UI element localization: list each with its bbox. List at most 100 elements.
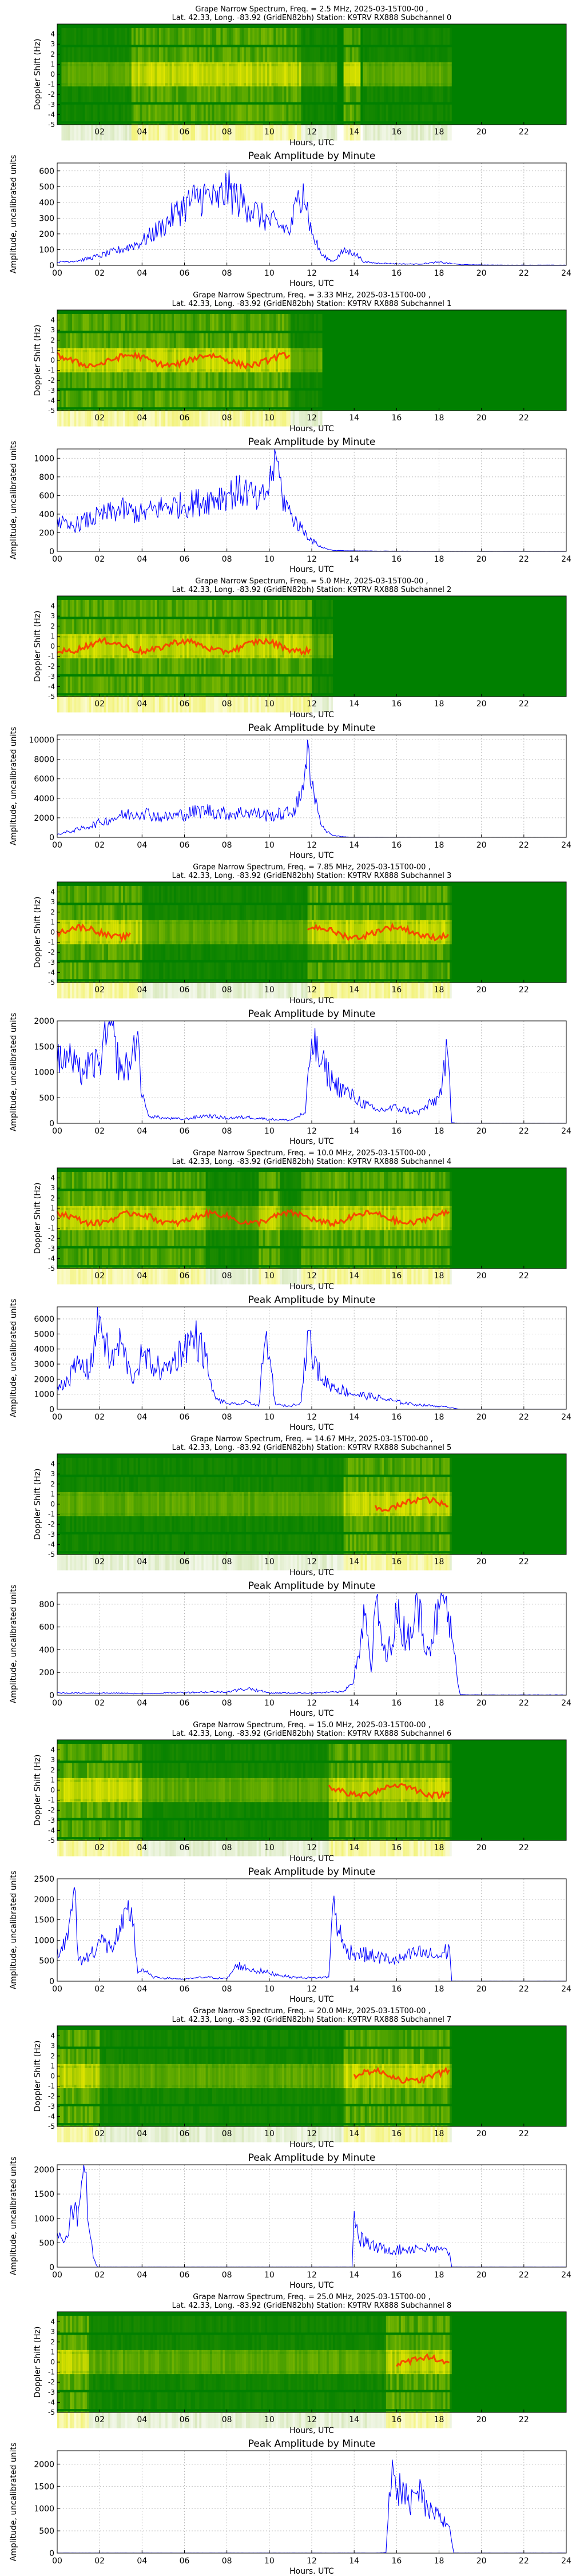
spectrum-band <box>78 348 81 372</box>
spectrum-band <box>375 62 378 86</box>
spectrum-band <box>314 62 316 86</box>
spectrum-cell <box>163 47 165 63</box>
spectrum-cell <box>259 943 261 960</box>
spectrum-cell <box>252 677 255 693</box>
spectrum-cell <box>66 1229 68 1246</box>
spectrum-cell <box>176 963 178 979</box>
spectrum-cell <box>396 886 399 903</box>
spectrum-cell <box>237 943 240 960</box>
spectrum-cell <box>85 1172 87 1188</box>
spectrum-cell <box>282 333 284 349</box>
spectrum-cell <box>201 600 204 617</box>
spectrum-cell <box>420 943 422 960</box>
spectrum-cell <box>269 47 272 63</box>
spectrum-cell <box>57 391 59 407</box>
spectrum-cell <box>395 85 397 102</box>
spectrum-cell <box>114 677 117 693</box>
spectrum-cell <box>316 333 318 349</box>
spectrum-cell <box>350 85 352 102</box>
spectrum-band <box>267 634 269 658</box>
spectrum-cell <box>76 371 78 388</box>
spectrum-cell <box>431 28 433 45</box>
spectrum-cell <box>354 886 356 903</box>
spectrum-cell <box>204 371 206 388</box>
spectrum-band <box>172 62 174 86</box>
spectrum-cell <box>255 124 257 140</box>
spectrum-cell <box>374 47 376 63</box>
spectrum-cell <box>316 47 318 63</box>
spectrum-cell <box>225 314 227 331</box>
spectrum-cell <box>161 28 164 45</box>
spectrum-cell <box>384 105 386 121</box>
spectrum-cell <box>129 963 132 979</box>
spectrum-cell <box>70 677 72 693</box>
spectrum-cell <box>329 963 331 979</box>
spectrum-cell <box>267 391 269 407</box>
spectrum-band <box>240 62 242 86</box>
spectrum-cell <box>193 314 195 331</box>
spectrum-cell <box>416 85 418 102</box>
y-tick-label: 1 <box>50 346 55 354</box>
spectrum-cell <box>295 333 297 349</box>
spectrum-band <box>204 920 206 944</box>
spectrum-cell <box>288 85 291 102</box>
spectrum-band <box>108 634 110 658</box>
spectrum-cell <box>189 600 191 617</box>
spectrum-cell <box>74 981 77 998</box>
spectrum-cell <box>174 124 176 140</box>
x-tick-label: 14 <box>349 699 359 709</box>
x-tick-label: 10 <box>264 985 275 995</box>
spectrum-cell <box>236 886 238 903</box>
spectrum-cell <box>112 886 114 903</box>
spectrum-cell <box>132 677 134 693</box>
spectrum-cell <box>159 600 161 617</box>
spectrum-cell <box>210 981 212 998</box>
spectrum-cell <box>212 410 214 426</box>
spectrum-cell <box>112 677 114 693</box>
x-axis-label: Hours, UTC <box>289 565 334 574</box>
spectrum-band <box>378 920 380 944</box>
spectrum-cell <box>96 886 98 903</box>
spectrum-cell <box>237 47 240 63</box>
spectrum-cell <box>170 963 172 979</box>
spectrum-cell <box>418 105 420 121</box>
spectrum-cell <box>114 1249 117 1265</box>
y-axis-label: Amplitude, uncalibrated units <box>9 727 18 846</box>
spectrum-cell <box>140 391 142 407</box>
spectrum-cell <box>246 677 248 693</box>
amplitude-panel: Peak Amplitude by Minute0500100015002000… <box>9 1008 571 1146</box>
spectrum-cell <box>157 981 159 998</box>
spectrum-cell <box>392 47 395 63</box>
x-tick-label: 22 <box>519 269 529 278</box>
spectrum-cell <box>214 47 216 63</box>
x-tick-label: 18 <box>434 414 444 423</box>
spectrum-cell <box>157 124 159 140</box>
spectrum-cell <box>314 105 316 121</box>
spectrum-cell <box>250 943 252 960</box>
spectrum-cell <box>146 47 149 63</box>
spectrum-cell <box>93 333 96 349</box>
spectrum-cell <box>255 905 257 921</box>
spectrum-cell <box>223 333 225 349</box>
x-tick-label: 04 <box>137 699 147 709</box>
spectrum-cell <box>323 943 325 960</box>
spectrum-band <box>170 920 172 944</box>
spectrum-cell <box>303 600 305 617</box>
spectrum-cell <box>76 943 78 960</box>
spectrum-band <box>261 634 263 658</box>
spectrum-band <box>303 348 305 372</box>
spectrum-cell <box>140 28 142 45</box>
spectrum-cell <box>210 905 212 921</box>
spectrum-cell <box>199 105 201 121</box>
spectrum-band <box>446 920 448 944</box>
spectrum-band <box>76 920 78 944</box>
spectrum-cell <box>428 981 431 998</box>
spectrum-band <box>225 920 227 944</box>
x-tick-label: 20 <box>476 414 487 423</box>
spectrum-cell <box>318 677 320 693</box>
spectrum-cell <box>104 85 106 102</box>
spectrum-band <box>246 920 248 944</box>
spectrum-band <box>185 920 187 944</box>
spectrum-cell <box>407 886 410 903</box>
spectrum-band <box>189 62 191 86</box>
